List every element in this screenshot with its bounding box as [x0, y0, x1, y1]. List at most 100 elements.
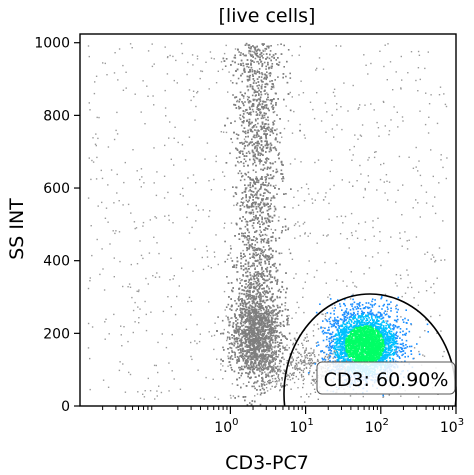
gray-point — [251, 294, 254, 297]
gray-point — [275, 267, 277, 269]
gray-point — [244, 305, 247, 308]
gray-point — [236, 318, 239, 321]
gray-point — [255, 82, 257, 84]
gray-point — [256, 99, 258, 101]
gray-point — [272, 195, 275, 197]
gray-point — [249, 371, 251, 373]
gray-point — [242, 232, 245, 235]
gray-point — [256, 300, 259, 303]
gray-point — [239, 298, 242, 300]
gray-point — [256, 305, 259, 307]
gray-point — [253, 125, 255, 127]
gray-point — [261, 359, 264, 361]
gray-point — [242, 240, 244, 243]
gray-point — [238, 357, 240, 359]
gray-point — [279, 132, 282, 134]
gray-point — [276, 335, 279, 337]
gray-point — [266, 322, 268, 324]
gray-point — [247, 289, 249, 292]
gray-point — [251, 256, 254, 258]
gray-point — [264, 256, 266, 259]
gray-point — [238, 107, 240, 110]
gray-point — [254, 155, 256, 158]
gray-point — [243, 328, 245, 331]
gray-point — [250, 282, 252, 284]
gray-point — [260, 140, 263, 143]
gray-point — [268, 349, 271, 352]
gray-point — [257, 217, 259, 219]
gray-point — [264, 344, 267, 347]
gray-point — [262, 299, 265, 302]
gray-point — [259, 345, 261, 347]
gray-point — [263, 205, 266, 207]
gray-point — [256, 55, 258, 57]
gray-point — [254, 145, 257, 148]
gray-point — [270, 144, 273, 146]
gray-point — [267, 123, 270, 126]
gray-point — [248, 364, 250, 367]
gray-point — [257, 117, 259, 120]
gray-point — [272, 314, 274, 317]
gray-point — [247, 312, 249, 315]
gray-point — [241, 204, 244, 206]
gray-point — [259, 319, 261, 322]
gray-point — [286, 318, 289, 320]
gray-point — [238, 288, 240, 290]
gray-point — [233, 338, 236, 341]
gray-point — [243, 314, 245, 316]
gray-point — [281, 356, 284, 359]
gray-point — [245, 365, 248, 367]
gray-point — [268, 347, 271, 350]
gray-point — [258, 273, 261, 275]
cd3-negative-points — [87, 42, 448, 406]
gray-point — [263, 336, 266, 339]
gray-point — [251, 302, 254, 305]
gray-point — [247, 79, 249, 81]
gray-point — [279, 359, 281, 362]
gray-point — [260, 320, 263, 323]
gray-point — [241, 141, 243, 144]
gray-point — [253, 328, 255, 330]
gray-point — [273, 205, 276, 208]
gray-point — [249, 287, 252, 289]
gray-point — [250, 312, 252, 314]
gray-point — [241, 235, 243, 237]
gray-point — [271, 86, 274, 89]
gray-point — [248, 237, 251, 239]
gray-point — [251, 247, 254, 249]
gray-point — [241, 175, 244, 177]
gray-point — [259, 292, 261, 294]
gray-point — [252, 342, 254, 345]
gray-point — [253, 385, 255, 388]
gray-point — [242, 115, 244, 118]
gray-point — [224, 124, 226, 127]
gray-point — [260, 87, 263, 90]
gray-point — [271, 323, 274, 326]
gray-point — [243, 299, 246, 302]
gray-point — [236, 337, 238, 339]
gray-point — [270, 332, 272, 335]
gray-point — [234, 57, 237, 59]
gray-point — [256, 238, 258, 240]
gray-point — [269, 146, 272, 149]
gray-point — [283, 66, 285, 68]
gray-point — [284, 296, 287, 299]
gray-point — [286, 321, 289, 324]
gray-point — [257, 104, 260, 106]
gray-point — [286, 315, 288, 317]
gray-point — [231, 260, 234, 262]
gray-point — [251, 356, 253, 359]
gray-point — [253, 333, 255, 336]
gray-point — [261, 123, 264, 125]
gray-point — [254, 350, 257, 353]
gray-point — [236, 308, 238, 310]
gray-point — [267, 349, 270, 352]
gray-point — [264, 311, 266, 314]
gray-point — [258, 385, 261, 388]
gray-point — [262, 270, 265, 273]
gray-point — [258, 315, 261, 318]
gray-point — [239, 217, 241, 220]
gray-point — [244, 172, 246, 175]
gray-point — [267, 336, 270, 338]
gray-point — [267, 255, 269, 257]
